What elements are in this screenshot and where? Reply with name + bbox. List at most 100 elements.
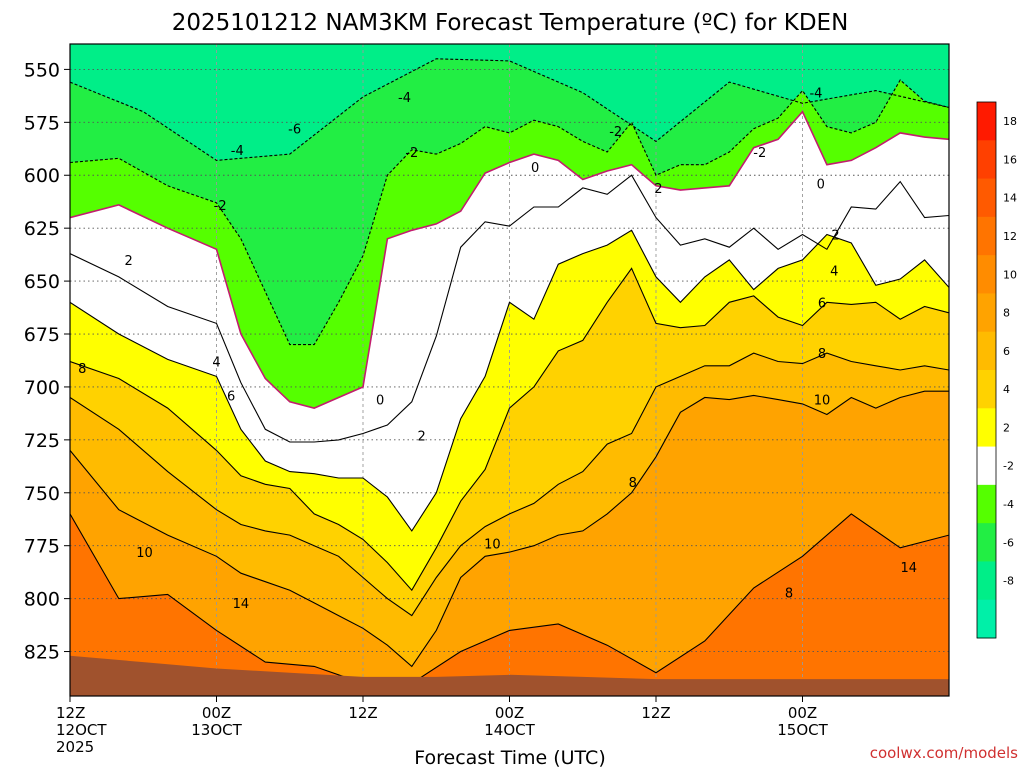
x-tick-label: 12Z bbox=[641, 704, 670, 722]
contour-label: 2 bbox=[124, 254, 132, 269]
colorbar-label: 14 bbox=[1003, 192, 1017, 205]
x-tick-label: 12Z bbox=[56, 704, 85, 722]
credit-text: coolwx.com/models bbox=[870, 744, 1018, 762]
contour-label: 8 bbox=[785, 586, 793, 601]
colorbar-swatch bbox=[977, 599, 996, 639]
contour-line-0 bbox=[70, 110, 949, 409]
terrain bbox=[70, 655, 949, 696]
colorbar-label: 18 bbox=[1003, 115, 1017, 128]
colorbar-label: 8 bbox=[1003, 307, 1010, 320]
contour-label: 14 bbox=[900, 561, 917, 576]
x-tick-label: 00Z bbox=[495, 704, 524, 722]
contour-label: 2 bbox=[654, 182, 662, 197]
x-tick-label: 13OCT bbox=[191, 721, 242, 739]
y-tick-label: 625 bbox=[24, 218, 60, 240]
contour-label: 2 bbox=[417, 430, 425, 445]
contour-labels: -6 -4 -4 -4 -2 -2 -2 -2 0 0 0 2 2 2 2 4 4 6 6 8 8 8 8 10 10 10 14 1… bbox=[78, 87, 917, 612]
y-tick-label: 700 bbox=[24, 377, 60, 399]
contour-label: -4 bbox=[398, 91, 411, 106]
x-tick-label: 14OCT bbox=[484, 721, 535, 739]
contour-label: -2 bbox=[753, 146, 766, 161]
contour-label: 0 bbox=[531, 161, 539, 176]
y-tick-label: 675 bbox=[24, 324, 60, 346]
contour-line-2 bbox=[70, 174, 949, 443]
y-tick-label: 750 bbox=[24, 483, 60, 505]
colorbar-swatch bbox=[977, 102, 996, 141]
contour-label: -2 bbox=[405, 146, 418, 161]
contour-lines bbox=[70, 44, 949, 684]
contour-label: -2 bbox=[214, 199, 227, 214]
contour-line-10 bbox=[70, 390, 949, 668]
contour-label: 6 bbox=[818, 296, 826, 311]
chart-title: 2025101212 NAM3KM Forecast Temperature (… bbox=[172, 10, 849, 36]
x-tick-label: 12OCT bbox=[56, 721, 107, 739]
fill-band-14 bbox=[70, 513, 949, 696]
contour-label: 8 bbox=[78, 362, 86, 377]
colorbar-swatch bbox=[977, 484, 996, 524]
contour-label: 10 bbox=[814, 394, 831, 409]
colorbar-swatch bbox=[977, 561, 996, 601]
contour-label: 4 bbox=[830, 265, 838, 280]
x-axis-label: Forecast Time (UTC) bbox=[414, 747, 605, 768]
colorbar-label: -8 bbox=[1003, 575, 1014, 588]
colorbar-legend: 18 16 14 12 10 8 6 4 2 -2 -4 -6 -8 bbox=[976, 101, 1017, 639]
y-tick-label: 800 bbox=[24, 589, 60, 611]
y-axis: 550 575 600 625 650 675 700 725 750 775 800 825 bbox=[24, 59, 70, 664]
contour-label: -2 bbox=[609, 125, 622, 140]
y-tick-label: 650 bbox=[24, 271, 60, 293]
contour-label: 8 bbox=[818, 347, 826, 362]
contour-label: 0 bbox=[376, 394, 384, 409]
contour-line-8 bbox=[70, 352, 949, 617]
contour-label: 8 bbox=[629, 476, 637, 491]
contour-label: 0 bbox=[817, 178, 825, 193]
x-tick-label: 12Z bbox=[348, 704, 377, 722]
colorbar-swatch bbox=[977, 293, 996, 333]
contour-label: 10 bbox=[484, 538, 501, 553]
colorbar-label: 12 bbox=[1003, 230, 1017, 243]
colorbar-swatch bbox=[977, 178, 996, 218]
colorbar-swatch bbox=[977, 216, 996, 256]
contour-label: -4 bbox=[809, 87, 822, 102]
y-tick-label: 825 bbox=[24, 642, 60, 664]
contour-label: 2 bbox=[831, 229, 839, 244]
colorbar-swatch bbox=[977, 331, 996, 371]
temperature-fills bbox=[70, 44, 949, 696]
colorbar-label: -4 bbox=[1003, 498, 1014, 511]
grid-lines bbox=[70, 44, 949, 696]
x-tick-label: 00Z bbox=[202, 704, 231, 722]
colorbar-label: 16 bbox=[1003, 153, 1017, 166]
contour-line--4 bbox=[70, 58, 949, 161]
contour-line--2 bbox=[70, 79, 949, 346]
colorbar-frame bbox=[976, 101, 997, 639]
y-tick-label: 550 bbox=[24, 59, 60, 81]
colorbar-label: 4 bbox=[1003, 383, 1010, 396]
y-tick-label: 775 bbox=[24, 536, 60, 558]
colorbar-swatch bbox=[977, 370, 996, 409]
colorbar-swatch bbox=[977, 408, 996, 448]
contour-line-14 bbox=[70, 513, 949, 684]
colorbar-label: 6 bbox=[1003, 345, 1010, 358]
colorbar-swatch bbox=[977, 523, 996, 562]
x-tick-label: 2025 bbox=[56, 738, 94, 756]
contour-label: 10 bbox=[136, 546, 153, 561]
colorbar-swatch bbox=[977, 140, 996, 180]
y-tick-label: 725 bbox=[24, 430, 60, 452]
contour-line-4 bbox=[70, 229, 949, 532]
colorbar-label: -6 bbox=[1003, 536, 1014, 549]
y-tick-label: 575 bbox=[24, 112, 60, 134]
contour-line-6 bbox=[70, 267, 949, 592]
contour-label: -4 bbox=[231, 144, 244, 159]
y-tick-label: 600 bbox=[24, 165, 60, 187]
colorbar-swatch bbox=[977, 446, 996, 486]
plot-area bbox=[70, 44, 949, 696]
contour-label: -6 bbox=[288, 123, 301, 138]
contour-label: 6 bbox=[227, 389, 235, 404]
colorbar-label: 10 bbox=[1003, 268, 1017, 281]
x-tick-label: 15OCT bbox=[777, 721, 828, 739]
contour-label: 14 bbox=[233, 597, 250, 612]
x-tick-label: 00Z bbox=[788, 704, 817, 722]
contour-label: 4 bbox=[212, 356, 220, 371]
colorbar-label: 2 bbox=[1003, 421, 1010, 434]
